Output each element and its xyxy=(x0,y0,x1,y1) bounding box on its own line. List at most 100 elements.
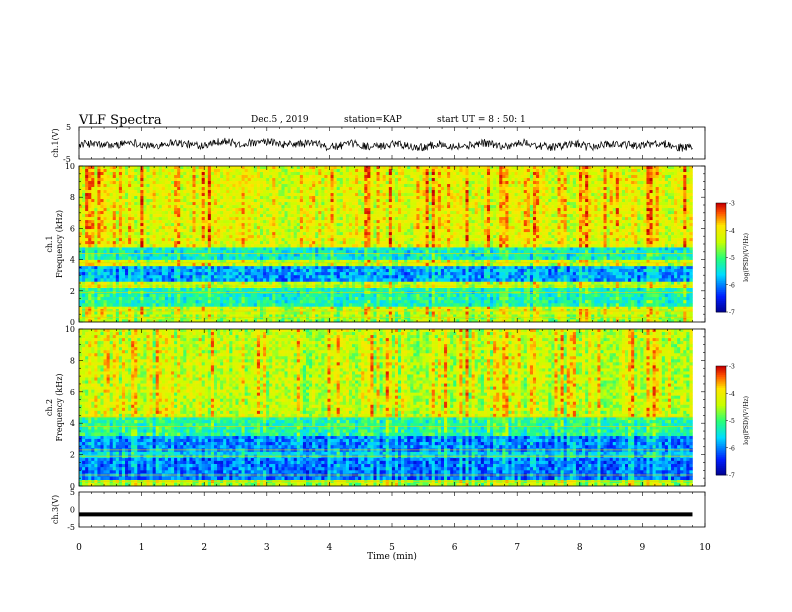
ch1-spec-cell xyxy=(324,300,327,303)
ch1-spec-cell xyxy=(634,294,637,297)
ch1-spec-cell xyxy=(199,314,202,317)
ch1-spec-cell xyxy=(600,294,603,297)
ch1-spec-cell xyxy=(248,281,251,284)
ch1-spec-cell xyxy=(107,306,110,309)
ch1-spec-cell xyxy=(656,306,659,309)
ch1-spec-cell xyxy=(604,312,607,315)
ch1-spec-cell xyxy=(294,288,297,291)
ch1-spec-cell xyxy=(113,297,116,300)
ch1-spec-cell xyxy=(202,314,205,317)
ch1-spec-cell xyxy=(426,303,429,306)
ch1-spec-cell xyxy=(472,300,475,303)
ch1-spec-cell xyxy=(613,288,616,291)
ch1-spec-cell xyxy=(205,314,208,317)
ch1-spec-cell xyxy=(548,300,551,303)
ch1-spec-cell xyxy=(634,312,637,315)
ch1-spec-cell xyxy=(334,306,337,309)
ch1-spec-cell xyxy=(551,303,554,306)
ch1-spec-cell xyxy=(192,303,195,306)
ch1-spec-cell xyxy=(119,297,122,300)
ch1-spec-cell xyxy=(398,312,401,315)
ch1-spec-cell xyxy=(349,303,352,306)
ch1-spec-cell xyxy=(659,303,662,306)
ch1-spec-cell xyxy=(622,288,625,291)
ch1-spec-cell xyxy=(508,312,511,315)
ch1-spec-cell xyxy=(594,288,597,291)
ch1-spec-cell xyxy=(604,303,607,306)
ch1-spec-cell xyxy=(472,303,475,306)
ch1-spec-cell xyxy=(432,312,435,315)
ch1-spec-cell xyxy=(668,314,671,317)
ch1-spec-cell xyxy=(686,297,689,300)
ch1-spec-cell xyxy=(521,294,524,297)
ch1-spec-cell xyxy=(447,297,450,300)
ch1-spec-cell xyxy=(674,306,677,309)
ch1-spec-cell xyxy=(646,312,649,315)
ch1-spec-cell xyxy=(303,312,306,315)
ch1-spec-cell xyxy=(205,297,208,300)
ch1-spec-cell xyxy=(441,297,444,300)
ch1-spec-cell xyxy=(355,303,358,306)
ch1-spec-cell xyxy=(656,297,659,300)
ch1-spec-cell xyxy=(248,288,251,291)
ch1-spec-cell xyxy=(315,306,318,309)
ch1-spec-cell xyxy=(186,306,189,309)
ch1-spec-cell xyxy=(453,300,456,303)
ch1-spec-cell xyxy=(285,297,288,300)
ch1-spec-cell xyxy=(585,294,588,297)
ch1-spec-cell xyxy=(340,288,343,291)
ch1-spec-cell xyxy=(159,294,162,297)
ch1-spec-cell xyxy=(404,294,407,297)
ch1-spec-cell xyxy=(291,314,294,317)
ch1-spec-cell xyxy=(619,297,622,300)
ch1-spec-cell xyxy=(352,294,355,297)
ch1-spec-cell xyxy=(217,314,220,317)
ch1-spec-cell xyxy=(186,312,189,315)
ch1-spec-cell xyxy=(548,288,551,291)
ch1-spec-cell xyxy=(281,306,284,309)
ch1-spec-cell xyxy=(226,314,229,317)
ch1-spec-cell xyxy=(407,294,410,297)
ch1-spec-cell xyxy=(358,288,361,291)
ch1-spec-cell xyxy=(153,306,156,309)
ch1-spec-cell xyxy=(239,306,242,309)
ch1-spec-cell xyxy=(472,288,475,291)
ch1-spec-cell xyxy=(656,312,659,315)
ch1-spec-cell xyxy=(404,314,407,317)
ch1-spec-cell xyxy=(410,312,413,315)
ch1-spec-cell xyxy=(358,294,361,297)
ch1-spec-cell xyxy=(324,288,327,291)
ch1-spec-cell xyxy=(656,303,659,306)
ch1-spec-cell xyxy=(165,312,168,315)
ch1-spec-cell xyxy=(643,300,646,303)
ch1-spec-cell xyxy=(100,281,103,284)
ch1-spec-cell xyxy=(291,288,294,291)
ch1-spec-cell xyxy=(300,288,303,291)
ch1-ylabel: ch.1(V) xyxy=(51,128,60,157)
ch1-spec-cell xyxy=(432,300,435,303)
ch1-spec-cell xyxy=(646,288,649,291)
ch1-spec-cell xyxy=(180,288,183,291)
ch1-spec-cell xyxy=(643,312,646,315)
ch1-spec-cell xyxy=(174,300,177,303)
ch1-spec-cell xyxy=(530,312,533,315)
ch1-spec-cell xyxy=(303,306,306,309)
ch1-spec-cell xyxy=(352,306,355,309)
ch1-spec-cell xyxy=(447,312,450,315)
ch1-spec-cell xyxy=(82,297,85,300)
ch1-spec-cell xyxy=(392,303,395,306)
ch1-spec-cell xyxy=(189,314,192,317)
ch1-spec-cell xyxy=(229,303,232,306)
ch1-spec-cell xyxy=(481,288,484,291)
ch1-spec-cell xyxy=(591,312,594,315)
ch1-spec-cell xyxy=(450,300,453,303)
ch1-spec-cell xyxy=(128,281,131,284)
ch1-spec-cell xyxy=(260,303,263,306)
ch1-spec-cell xyxy=(564,300,567,303)
ch1-spec-cell xyxy=(159,288,162,291)
ch1-spec-cell xyxy=(600,306,603,309)
ch1-spec-cell xyxy=(671,314,674,317)
ch1-spec-cell xyxy=(229,306,232,309)
ch1-spec-cell xyxy=(156,300,159,303)
ch1-spec-cell xyxy=(582,297,585,300)
